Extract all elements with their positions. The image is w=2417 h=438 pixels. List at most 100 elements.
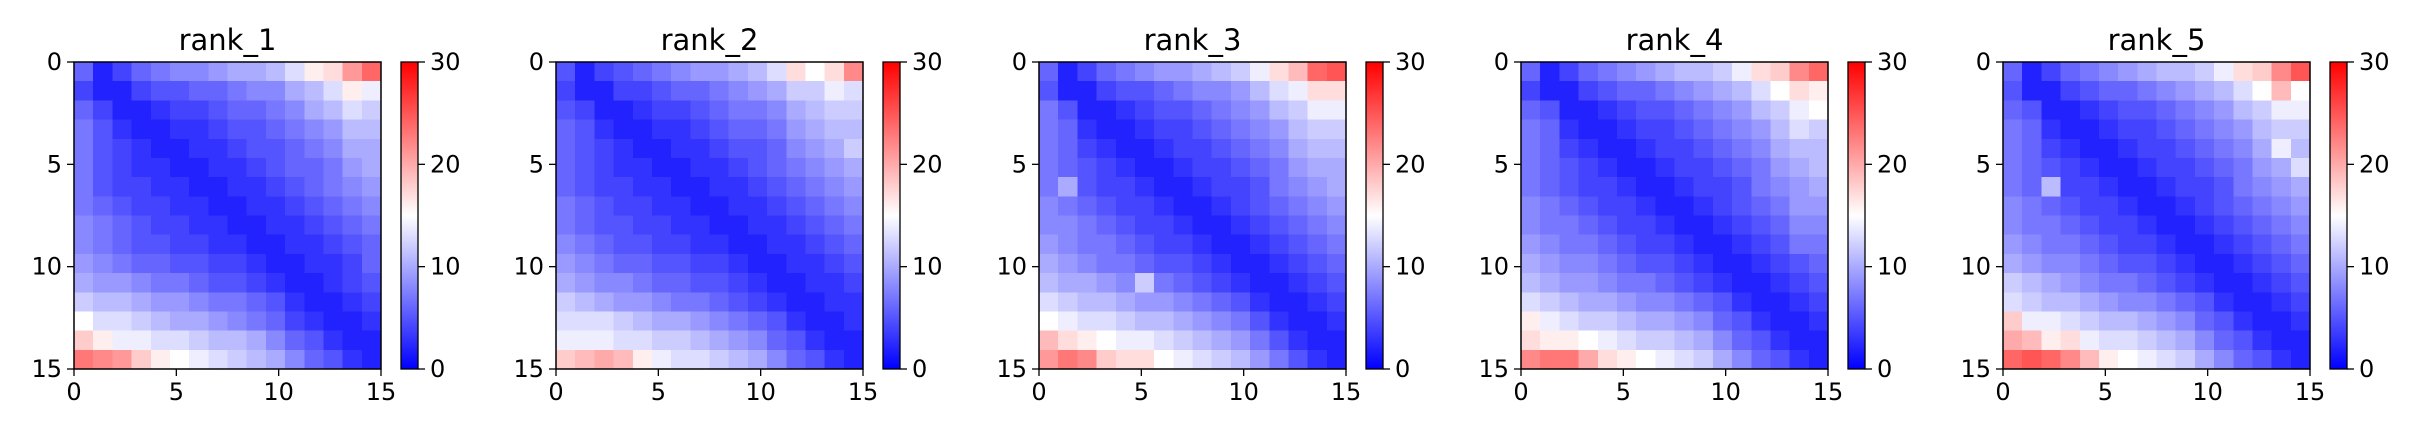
heatmap-cell xyxy=(342,349,363,370)
heatmap-cell xyxy=(690,234,711,255)
heatmap-cell xyxy=(671,138,691,159)
heatmap-cell xyxy=(1115,196,1136,217)
heatmap-cells xyxy=(1521,62,1829,370)
heatmap-cell xyxy=(169,196,190,217)
heatmap-cell xyxy=(1326,330,1347,351)
heatmap-cell xyxy=(651,100,672,121)
heatmap-cell xyxy=(2271,330,2292,351)
heatmap-cell xyxy=(1789,177,1810,197)
heatmap-cell xyxy=(1077,292,1098,313)
heatmap-cell xyxy=(1154,215,1174,236)
heatmap-cell xyxy=(2041,196,2062,217)
heatmap-cell xyxy=(150,330,171,351)
heatmap-cell xyxy=(1732,177,1752,197)
heatmap-cell xyxy=(1789,215,1810,236)
heatmap-cell xyxy=(2194,62,2215,82)
heatmap-cell xyxy=(1751,292,1772,313)
heatmap-cell xyxy=(131,157,152,178)
heatmap-cell xyxy=(342,138,363,159)
heatmap-cell xyxy=(304,215,325,236)
heatmap-cell xyxy=(2137,81,2158,101)
heatmap-cell xyxy=(1559,311,1580,332)
heatmap-cell xyxy=(767,292,787,313)
heatmap-cell xyxy=(805,177,826,197)
heatmap-cell xyxy=(1712,292,1733,313)
colorbar-tick-label: 30 xyxy=(1395,48,1426,76)
heatmap-cell xyxy=(1326,100,1347,121)
heatmap-cell xyxy=(2290,311,2311,332)
heatmap-cell xyxy=(2233,119,2254,140)
heatmap-cell xyxy=(2118,196,2138,217)
heatmap-cell xyxy=(189,253,209,274)
heatmap-cell xyxy=(1192,292,1213,313)
heatmap-cell xyxy=(93,234,113,255)
heatmap-cell xyxy=(1269,253,1290,274)
heatmap-cell xyxy=(2252,157,2273,178)
heatmap-cell xyxy=(2252,349,2273,370)
heatmap-cell xyxy=(1096,81,1117,101)
heatmap-cell xyxy=(285,177,305,197)
heatmap-cell xyxy=(208,253,229,274)
heatmap-cell xyxy=(2022,349,2042,370)
heatmap-cell xyxy=(1808,292,1829,313)
heatmap-cell xyxy=(1559,157,1580,178)
heatmap-cell xyxy=(786,234,807,255)
heatmap-cell xyxy=(556,119,576,140)
heatmap-cell xyxy=(1154,253,1174,274)
heatmap-cell xyxy=(2214,157,2234,178)
heatmap-cell xyxy=(1559,177,1580,197)
heatmap-cell xyxy=(1770,349,1791,370)
heatmap-cell xyxy=(2098,292,2119,313)
heatmap-cell xyxy=(1578,157,1599,178)
x-tick-label: 0 xyxy=(66,378,81,406)
heatmap-cell xyxy=(2252,215,2273,236)
heatmap-cell xyxy=(2194,119,2215,140)
heatmap-cell xyxy=(1770,100,1791,121)
heatmap-cell xyxy=(361,119,382,140)
heatmap-cell xyxy=(1192,273,1213,293)
heatmap-cell xyxy=(2290,215,2311,236)
heatmap-cell xyxy=(728,292,749,313)
heatmap-cell xyxy=(709,292,730,313)
heatmap-cell xyxy=(2079,62,2100,82)
heatmap-cell xyxy=(246,196,267,217)
heatmap-cell xyxy=(2252,100,2273,121)
colorbar-tick-label: 30 xyxy=(1877,48,1908,76)
heatmap-cell xyxy=(342,215,363,236)
heatmap-cell xyxy=(1134,311,1155,332)
heatmap-cell xyxy=(671,330,691,351)
heatmap-cell xyxy=(1039,157,1059,178)
heatmap-cell xyxy=(1192,330,1213,351)
heatmap-cell xyxy=(1269,62,1290,82)
heatmap-cell xyxy=(1288,62,1309,82)
heatmap-cell xyxy=(246,273,267,293)
heatmap-cell xyxy=(1096,62,1117,82)
heatmap-cell xyxy=(2079,215,2100,236)
heatmap-cell xyxy=(2214,292,2234,313)
heatmap-cell xyxy=(2022,138,2042,159)
heatmap-cell xyxy=(1636,100,1656,121)
heatmap-cell xyxy=(594,311,615,332)
heatmap-cell xyxy=(709,138,730,159)
heatmap-cell xyxy=(594,292,615,313)
heatmap-cell xyxy=(1789,196,1810,217)
heatmap-cell xyxy=(2060,119,2081,140)
heatmap-cells xyxy=(74,62,382,370)
heatmap-cell xyxy=(1751,177,1772,197)
heatmap-cell xyxy=(112,62,133,82)
heatmap-cell xyxy=(1693,177,1714,197)
heatmap-cell xyxy=(150,196,171,217)
x-tick-label: 5 xyxy=(1616,378,1631,406)
heatmap-cell xyxy=(227,62,248,82)
heatmap-cell xyxy=(786,349,807,370)
heatmap-cell xyxy=(2118,177,2138,197)
heatmap-cell xyxy=(265,177,286,197)
heatmap-cell xyxy=(824,119,845,140)
heatmap-cell xyxy=(651,138,672,159)
heatmap-cell xyxy=(1096,157,1117,178)
heatmap-cell xyxy=(747,196,768,217)
heatmap-cell xyxy=(1712,234,1733,255)
heatmap-cell xyxy=(709,196,730,217)
heatmap-cell xyxy=(2233,100,2254,121)
heatmap-cell xyxy=(2252,253,2273,274)
